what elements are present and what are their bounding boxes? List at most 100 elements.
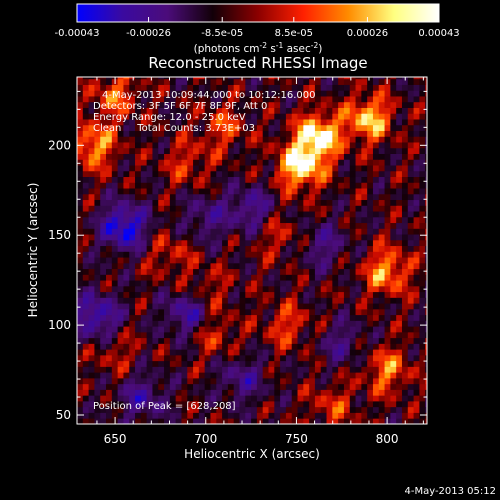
heatmap-cell (407, 124, 414, 131)
heatmap-cell (193, 205, 200, 212)
heatmap-cell (349, 400, 356, 408)
heatmap-cell (303, 314, 310, 321)
heatmap-cell (216, 78, 223, 85)
heatmap-cell (210, 170, 217, 178)
heatmap-cell (338, 377, 345, 385)
heatmap-cell (396, 245, 403, 252)
heatmap-cell (355, 360, 362, 367)
heatmap-cell (106, 153, 113, 160)
heatmap-cell (367, 211, 374, 218)
heatmap-cell (129, 285, 136, 293)
heatmap-cell (227, 211, 235, 218)
heatmap-cell (164, 308, 171, 316)
heatmap-cell (326, 228, 333, 235)
heatmap-cell (297, 389, 304, 396)
heatmap-cell (146, 205, 153, 212)
heatmap-cell (326, 193, 333, 201)
heatmap-cell (419, 182, 426, 189)
heatmap-cell (239, 349, 246, 356)
heatmap-cell (401, 239, 409, 247)
heatmap-cell (106, 142, 113, 149)
heatmap-cell (152, 331, 159, 339)
heatmap-cell (251, 377, 258, 385)
heatmap-cell (268, 349, 275, 356)
heatmap-cell (245, 389, 252, 396)
heatmap-cell (407, 78, 414, 85)
heatmap-cell (425, 400, 428, 408)
heatmap-cell (100, 159, 107, 166)
heatmap-cell (123, 326, 130, 333)
heatmap-cell (100, 314, 107, 321)
heatmap-cell (140, 280, 148, 287)
heatmap-cell (88, 228, 95, 235)
heatmap-cell (256, 188, 264, 195)
heatmap-cell (77, 360, 84, 367)
heatmap-cell (285, 96, 293, 103)
heatmap-cell (419, 90, 426, 97)
heatmap-cell (280, 107, 287, 114)
heatmap-cell (216, 366, 223, 373)
heatmap-cell (262, 165, 269, 172)
heatmap-cell (106, 383, 113, 390)
heatmap-cell (158, 418, 165, 425)
heatmap-cell (268, 360, 275, 367)
heatmap-cell (111, 119, 119, 126)
heatmap-cell (117, 354, 124, 362)
heatmap-cell (181, 211, 188, 218)
heatmap-cell (425, 291, 428, 298)
heatmap-cell (419, 96, 426, 103)
heatmap-cell (82, 366, 90, 373)
heatmap-cell (152, 274, 159, 281)
heatmap-cell (262, 320, 269, 327)
heatmap-cell (291, 239, 298, 247)
heatmap-cell (88, 268, 95, 275)
heatmap-cell (297, 245, 304, 252)
heatmap-cell (135, 331, 142, 339)
heatmap-cell (274, 96, 281, 103)
heatmap-cell (390, 165, 397, 172)
heatmap-cell (274, 77, 281, 80)
heatmap-cell (216, 205, 223, 212)
heatmap-cell (332, 170, 339, 178)
heatmap-cell (82, 297, 90, 304)
heatmap-cell (216, 182, 223, 189)
heatmap-cell (303, 234, 310, 241)
heatmap-cell (384, 182, 391, 189)
heatmap-cell (146, 400, 153, 408)
heatmap-cell (285, 159, 293, 166)
heatmap-cell (268, 285, 275, 293)
heatmap-cell (361, 251, 368, 258)
heatmap-cell (361, 303, 368, 310)
heatmap-cell (227, 153, 235, 160)
heatmap-cell (326, 153, 333, 160)
heatmap-cell (326, 77, 333, 80)
heatmap-cell (401, 119, 409, 126)
heatmap-cell (413, 136, 420, 143)
annotation-energy-range: Energy Range: 12.0 - 25.0 keV (93, 112, 246, 123)
heatmap-cell (245, 326, 252, 333)
heatmap-cell (106, 78, 113, 85)
heatmap-cell (239, 366, 246, 373)
heatmap-cell (285, 257, 293, 264)
heatmap-cell (361, 130, 368, 137)
heatmap-cell (251, 101, 258, 108)
heatmap-cell (239, 199, 246, 206)
heatmap-cell (187, 228, 194, 235)
heatmap-cell (367, 303, 374, 310)
heatmap-cell (222, 222, 229, 229)
heatmap-cell (343, 354, 351, 362)
heatmap-cell (361, 113, 368, 120)
heatmap-cell (262, 153, 269, 160)
heatmap-cell (164, 257, 171, 264)
heatmap-cell (326, 262, 333, 270)
heatmap-cell (111, 372, 119, 379)
heatmap-cell (378, 170, 385, 178)
heatmap-cell (164, 211, 171, 218)
heatmap-cell (210, 343, 217, 350)
heatmap-cell (245, 337, 252, 344)
heatmap-cell (401, 383, 409, 390)
heatmap-cell (146, 77, 153, 80)
heatmap-cell (413, 354, 420, 362)
heatmap-cell (111, 337, 119, 344)
heatmap-cell (239, 84, 246, 91)
